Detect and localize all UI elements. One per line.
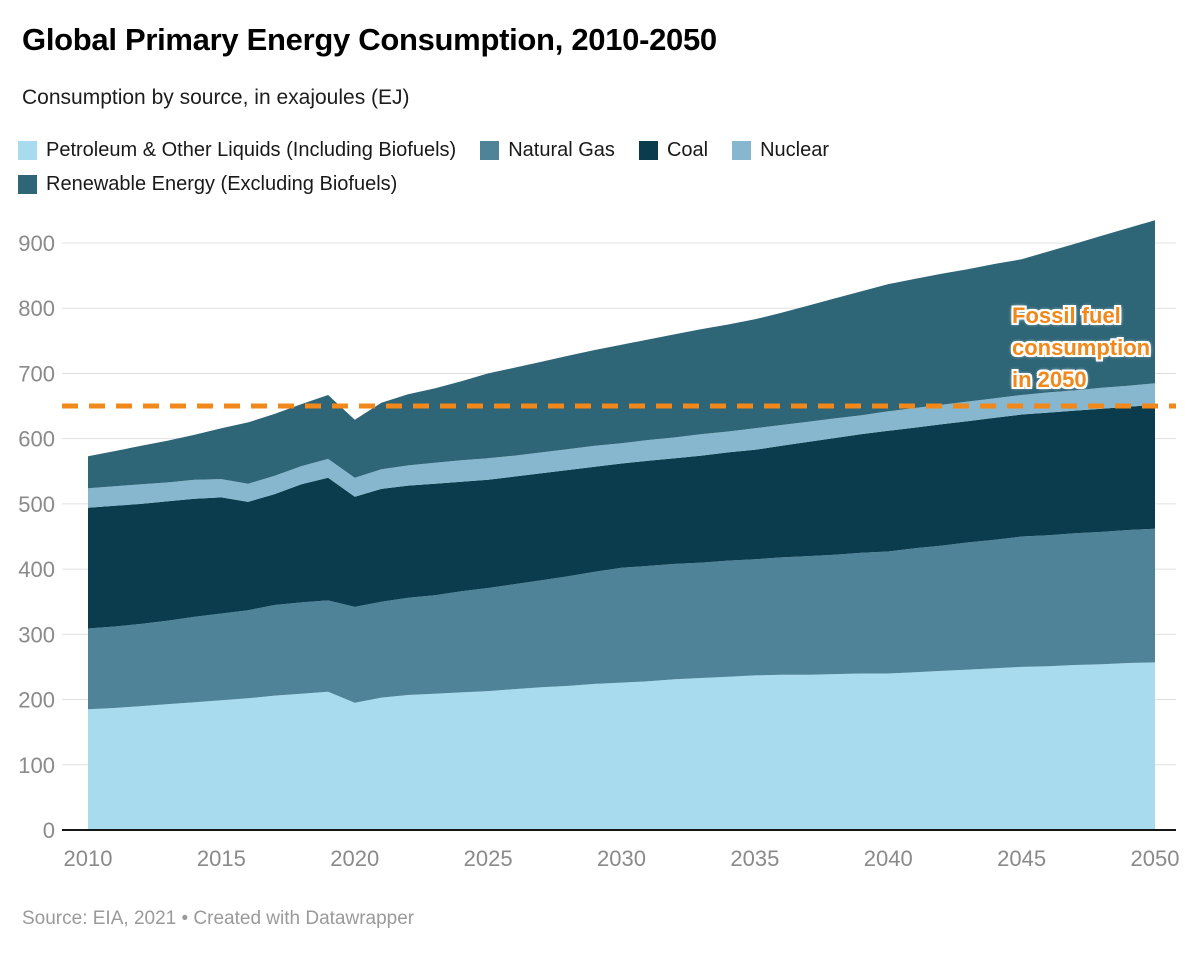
legend-swatch-icon: [732, 141, 752, 160]
page-subtitle: Consumption by source, in exajoules (EJ): [22, 86, 410, 109]
y-axis-tick-label: 900: [18, 231, 55, 256]
legend-label: Nuclear: [760, 139, 829, 161]
chart-legend: Petroleum & Other Liquids (Including Bio…: [18, 139, 1178, 196]
area-petroleum-other-liquids-including-biofuels: [88, 662, 1155, 830]
legend-label: Natural Gas: [508, 139, 615, 161]
legend-swatch-icon: [638, 141, 658, 160]
y-axis-tick-label: 800: [18, 296, 55, 321]
legend-item: Renewable Energy (Excluding Biofuels): [18, 173, 397, 196]
y-axis-tick-label: 700: [18, 361, 55, 386]
x-axis-tick-label: 2020: [330, 846, 379, 871]
legend-item: Natural Gas: [480, 139, 615, 162]
legend-swatch-icon: [18, 141, 37, 160]
x-axis-tick-label: 2045: [997, 846, 1046, 871]
legend-item: Nuclear: [732, 139, 829, 162]
legend-swatch-icon: [18, 175, 37, 194]
annotation-line: Fossil fuel: [1012, 303, 1121, 328]
y-axis-tick-label: 600: [18, 427, 55, 452]
legend-swatch-icon: [480, 141, 500, 160]
page-title: Global Primary Energy Consumption, 2010-…: [22, 22, 717, 57]
area-renewable-energy-excluding-biofuels: [88, 220, 1155, 489]
area-natural-gas: [88, 528, 1155, 710]
source-attribution: Source: EIA, 2021 • Created with Datawra…: [22, 908, 415, 929]
reference-line-annotation: Fossil fuel consumption in 2050: [1012, 300, 1182, 396]
x-axis-tick-label: 2030: [597, 846, 646, 871]
annotation-line: in 2050: [1012, 367, 1087, 392]
y-axis-tick-label: 500: [18, 492, 55, 517]
x-axis-tick-label: 2025: [464, 846, 513, 871]
x-axis-tick-label: 2035: [730, 846, 779, 871]
y-axis-tick-label: 0: [43, 818, 55, 843]
x-axis-tick-label: 2010: [64, 846, 113, 871]
legend-item: Petroleum & Other Liquids (Including Bio…: [18, 139, 456, 162]
area-coal: [88, 404, 1155, 629]
y-axis-tick-label: 300: [18, 622, 55, 647]
x-axis-tick-label: 2015: [197, 846, 246, 871]
legend-label: Renewable Energy (Excluding Biofuels): [46, 173, 398, 195]
y-axis-tick-label: 400: [18, 557, 55, 582]
annotation-line: consumption: [1012, 335, 1151, 360]
x-axis-tick-label: 2050: [1131, 846, 1180, 871]
legend-item: Coal: [638, 139, 709, 162]
x-axis-tick-label: 2040: [864, 846, 913, 871]
y-axis-tick-label: 100: [18, 753, 55, 778]
area-nuclear: [88, 383, 1155, 508]
legend-label: Coal: [666, 139, 709, 161]
y-axis-tick-label: 200: [18, 688, 55, 713]
legend-label: Petroleum & Other Liquids (Including Bio…: [46, 139, 457, 161]
